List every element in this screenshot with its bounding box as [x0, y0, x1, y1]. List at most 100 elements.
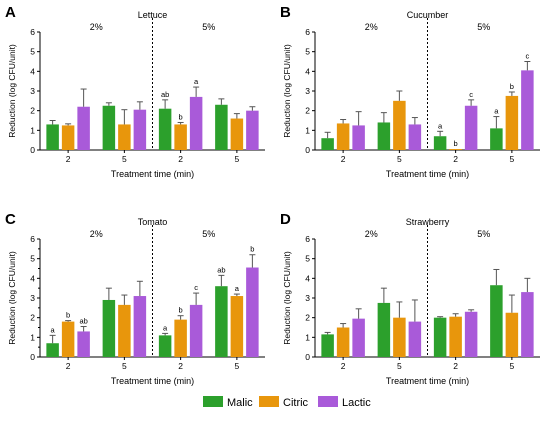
panel-title: Cucumber	[407, 10, 449, 20]
bar-malic	[158, 108, 172, 150]
bar-malic	[490, 128, 503, 150]
x-axis-label: Treatment time (min)	[111, 169, 194, 179]
bar-citric	[393, 100, 406, 150]
bar-lactic	[408, 321, 422, 357]
y-tick-label: 3	[30, 293, 35, 303]
bar-citric	[174, 319, 187, 357]
bar-malic	[490, 285, 503, 357]
legend-label-citric: Citric	[283, 397, 309, 409]
bar-lactic	[408, 124, 422, 150]
significance-label: a	[51, 325, 56, 334]
bar-malic	[158, 335, 172, 357]
y-axis-label: Reduction (log CFU/unit)	[282, 44, 292, 138]
bar-lactic	[352, 318, 365, 357]
x-axis-label: Treatment time (min)	[111, 376, 194, 386]
bar-lactic	[77, 106, 90, 150]
bar-citric	[118, 124, 131, 150]
x-tick-label: 5	[235, 361, 240, 371]
legend: Malic Citric Lactic	[203, 396, 371, 409]
x-tick-label: 5	[397, 154, 402, 164]
significance-label: b	[510, 82, 514, 91]
x-tick-label: 5	[397, 361, 402, 371]
x-tick-label: 5	[235, 154, 240, 164]
bar-lactic	[77, 331, 90, 357]
bar-malic	[46, 343, 59, 357]
x-tick-label: 5	[122, 361, 127, 371]
legend-label-lactic: Lactic	[342, 397, 371, 409]
y-tick-label: 4	[30, 273, 35, 283]
bar-citric	[336, 327, 350, 357]
y-tick-label: 2	[305, 106, 310, 116]
y-tick-label: 6	[305, 234, 310, 244]
bar-citric	[505, 95, 519, 150]
bar-malic	[321, 334, 334, 357]
significance-label: b	[454, 139, 458, 148]
bar-malic	[433, 136, 447, 150]
legend-swatch-citric	[259, 396, 279, 407]
bar-lactic	[521, 70, 534, 150]
panel-letter: C	[5, 211, 16, 228]
bar-citric	[174, 124, 187, 150]
x-tick-label: 5	[510, 154, 515, 164]
bar-malic	[377, 302, 391, 357]
y-tick-label: 3	[305, 293, 310, 303]
bar-malic	[102, 105, 116, 150]
y-tick-label: 1	[305, 125, 310, 135]
bar-citric	[61, 125, 75, 150]
bar-lactic	[246, 267, 259, 357]
bar-lactic	[246, 110, 259, 150]
panel-d: D Strawberry 0 1 2 3 4 5 6 Reduction (log CFU/uni…	[280, 211, 540, 386]
y-tick-label: 2	[305, 313, 310, 323]
bar-citric	[230, 118, 244, 150]
y-tick-label: 0	[305, 352, 310, 362]
y-tick-label: 4	[305, 66, 310, 76]
y-tick-label: 5	[30, 47, 35, 57]
y-tick-label: 2	[30, 106, 35, 116]
y-tick-label: 1	[305, 332, 310, 342]
bar-citric	[61, 321, 75, 357]
x-tick-label: 2	[453, 154, 458, 164]
significance-label: b	[250, 245, 254, 254]
bar-lactic	[521, 292, 534, 357]
bar-lactic	[352, 125, 365, 150]
panel-b: B Cucumber 0 1 2 3 4 5 6 Reduction (log CFU/unit)…	[280, 4, 540, 179]
concentration-label: 2%	[90, 22, 103, 32]
significance-label: c	[194, 283, 198, 292]
y-tick-label: 4	[305, 273, 310, 283]
x-axis-label: Treatment time (min)	[386, 376, 469, 386]
significance-label: a	[235, 284, 240, 293]
bar-citric	[230, 296, 244, 357]
y-axis-label: Reduction (log CFU/unit)	[282, 251, 292, 345]
x-tick-label: 2	[453, 361, 458, 371]
concentration-label: 2%	[90, 229, 103, 239]
bar-citric	[118, 304, 131, 357]
y-tick-label: 3	[30, 86, 35, 96]
x-tick-label: 2	[341, 361, 346, 371]
bar-lactic	[189, 96, 203, 150]
bar-lactic	[464, 311, 478, 357]
significance-label: ab	[217, 265, 225, 274]
y-tick-label: 6	[30, 27, 35, 37]
bar-citric	[336, 123, 350, 150]
panel-title: Strawberry	[406, 217, 450, 227]
significance-label: b	[66, 311, 70, 320]
significance-label: c	[526, 52, 530, 61]
y-tick-label: 1	[30, 332, 35, 342]
bar-lactic	[464, 105, 478, 150]
concentration-label: 5%	[477, 229, 490, 239]
bar-lactic	[189, 304, 203, 357]
x-tick-label: 5	[122, 154, 127, 164]
legend-swatch-malic	[203, 396, 223, 407]
y-tick-label: 0	[30, 145, 35, 155]
bar-citric	[393, 317, 406, 357]
bar-malic	[433, 317, 447, 357]
y-tick-label: 6	[305, 27, 310, 37]
panels: A Lettuce 0 1 2 3 4 5 6 Reduction (log CFU/unit) T…	[5, 4, 540, 386]
x-tick-label: 5	[510, 361, 515, 371]
bar-citric	[505, 312, 519, 357]
y-tick-label: 0	[30, 352, 35, 362]
y-tick-label: 0	[305, 145, 310, 155]
panel-a: A Lettuce 0 1 2 3 4 5 6 Reduction (log CFU/unit) T…	[5, 4, 265, 179]
y-tick-label: 5	[30, 254, 35, 264]
